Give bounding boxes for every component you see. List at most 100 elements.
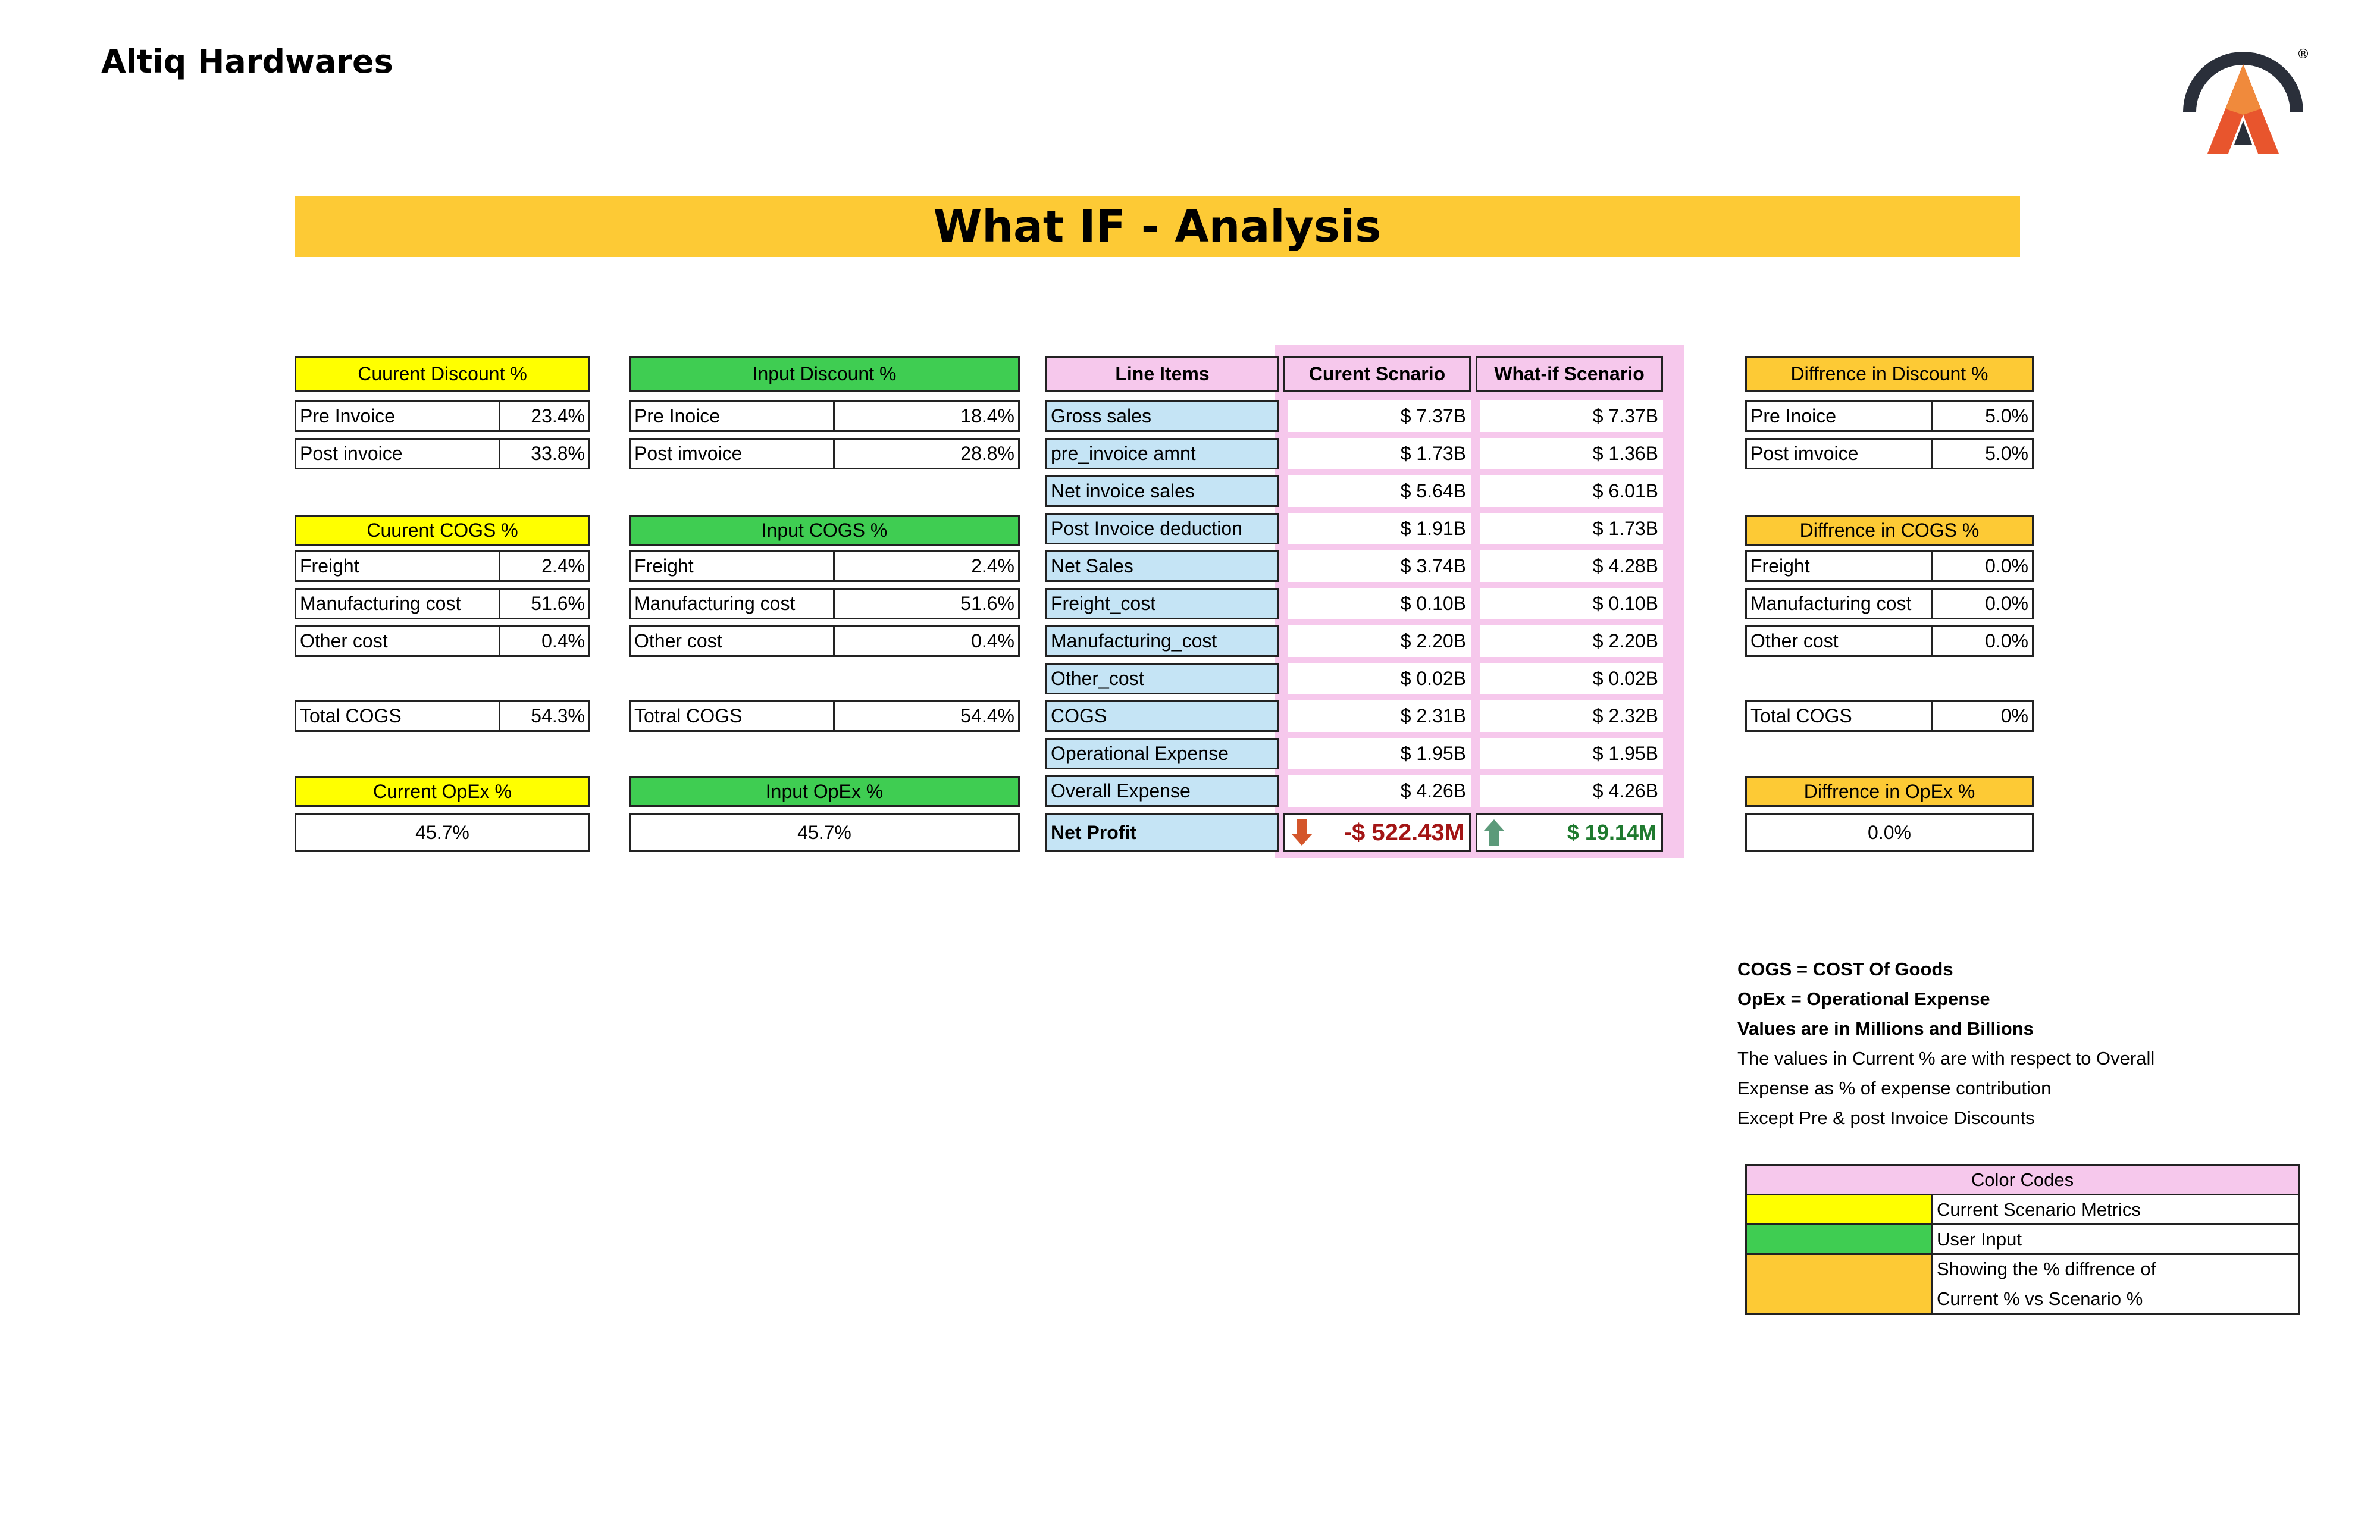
current-opex-header: Current OpEx % (295, 776, 590, 807)
diff-post-value: 5.0% (1931, 438, 2034, 469)
diff-freight-value: 0.0% (1931, 550, 2034, 582)
line-item-whatif: $ 2.20B (1480, 625, 1663, 657)
input-total-label: Totral COGS (629, 700, 835, 732)
line-item-whatif: $ 4.28B (1480, 550, 1663, 582)
line-item-current: $ 3.74B (1288, 550, 1471, 582)
line-item-whatif: $ 1.95B (1480, 738, 1663, 769)
line-item-label: Gross sales (1045, 400, 1279, 432)
line-item-current: $ 5.64B (1288, 475, 1471, 507)
line-item-whatif: $ 4.26B (1480, 775, 1663, 807)
diff-opex-value: 0.0% (1745, 813, 2034, 852)
line-item-label: COGS (1045, 700, 1279, 732)
diff-freight-label: Freight (1745, 550, 1933, 582)
line-item-current: $ 0.10B (1288, 588, 1471, 619)
line-item-label: Other_cost (1045, 663, 1279, 694)
line-items-header: Line Items (1045, 356, 1279, 392)
whatif-scenario-header: What-if Scenario (1476, 356, 1663, 392)
line-item-label: Net Sales (1045, 550, 1279, 582)
input-mfg-value[interactable]: 51.6% (833, 588, 1020, 619)
input-pre-label: Pre Inoice (629, 400, 835, 432)
diff-pre-value: 5.0% (1931, 400, 2034, 432)
input-post-label: Post imvoice (629, 438, 835, 469)
diff-other-value: 0.0% (1931, 625, 2034, 657)
note-opex: OpEx = Operational Expense (1737, 988, 1990, 1009)
color-swatch-orange (1745, 1253, 1933, 1315)
diff-mfg-value: 0.0% (1931, 588, 2034, 619)
line-item-label: Post Invoice deduction (1045, 513, 1279, 544)
line-item-whatif: $ 6.01B (1480, 475, 1663, 507)
diff-total-label: Total COGS (1745, 700, 1933, 732)
line-item-whatif: $ 0.02B (1480, 663, 1663, 694)
current-total-label: Total COGS (295, 700, 500, 732)
current-scenario-header: Curent Scnario (1283, 356, 1471, 392)
current-total-value: 54.3% (499, 700, 590, 732)
line-item-whatif: $ 1.73B (1480, 513, 1663, 544)
line-item-current: $ 7.37B (1288, 400, 1471, 432)
diff-post-label: Post imvoice (1745, 438, 1933, 469)
input-other-label: Other cost (629, 625, 835, 657)
input-other-value[interactable]: 0.4% (833, 625, 1020, 657)
diff-total-value: 0% (1931, 700, 2034, 732)
note-line4: The values in Current % are with respect… (1737, 1048, 2155, 1069)
line-item-label: Freight_cost (1045, 588, 1279, 619)
current-mfg-value: 51.6% (499, 588, 590, 619)
input-opex-header: Input OpEx % (629, 776, 1020, 807)
net-profit-current: -$ 522.43M (1344, 819, 1464, 846)
color-codes-header: Color Codes (1745, 1164, 2300, 1195)
line-item-label: pre_invoice amnt (1045, 438, 1279, 469)
current-pre-value: 23.4% (499, 400, 590, 432)
input-post-value[interactable]: 28.8% (833, 438, 1020, 469)
input-pre-value[interactable]: 18.4% (833, 400, 1020, 432)
line-item-current: $ 2.20B (1288, 625, 1471, 657)
note-units: Values are in Millions and Billions (1737, 1018, 2034, 1039)
line-item-label: Overall Expense (1045, 775, 1279, 807)
color-label-diff-line2: Current % vs Scenario % (1937, 1288, 2143, 1309)
color-swatch-green (1745, 1223, 1933, 1255)
current-opex-value: 45.7% (295, 813, 590, 852)
current-post-label: Post invoice (295, 438, 500, 469)
color-label-diff: Showing the % diffrence of Current % vs … (1931, 1253, 2300, 1315)
color-label-input: User Input (1931, 1223, 2300, 1255)
line-item-whatif: $ 2.32B (1480, 700, 1663, 732)
current-post-value: 33.8% (499, 438, 590, 469)
line-item-current: $ 4.26B (1288, 775, 1471, 807)
input-mfg-label: Manufacturing cost (629, 588, 835, 619)
line-item-label: Manufacturing_cost (1045, 625, 1279, 657)
line-item-current: $ 0.02B (1288, 663, 1471, 694)
input-freight-label: Freight (629, 550, 835, 582)
input-cogs-header: Input COGS % (629, 515, 1020, 546)
net-profit-whatif: $ 19.14M (1567, 820, 1656, 844)
line-item-label: Operational Expense (1045, 738, 1279, 769)
arrow-down-icon (1291, 819, 1313, 846)
note-line5: Expense as % of expense contribution (1737, 1078, 2052, 1098)
line-item-whatif: $ 1.36B (1480, 438, 1663, 469)
note-cogs: COGS = COST Of Goods (1737, 959, 1953, 979)
line-item-whatif: $ 7.37B (1480, 400, 1663, 432)
net-profit-label: Net Profit (1045, 813, 1279, 852)
line-item-whatif: $ 0.10B (1480, 588, 1663, 619)
color-label-diff-line1: Showing the % diffrence of (1937, 1259, 2156, 1279)
input-freight-value[interactable]: 2.4% (833, 550, 1020, 582)
current-mfg-label: Manufacturing cost (295, 588, 500, 619)
current-pre-label: Pre Invoice (295, 400, 500, 432)
svg-text:®: ® (2297, 47, 2309, 62)
diff-other-label: Other cost (1745, 625, 1933, 657)
color-label-current: Current Scenario Metrics (1931, 1194, 2300, 1225)
altiq-logo-icon: ® (2183, 47, 2309, 154)
current-other-value: 0.4% (499, 625, 590, 657)
diff-pre-label: Pre Inoice (1745, 400, 1933, 432)
brand-name: Altiq Hardwares (101, 43, 393, 80)
input-opex-value[interactable]: 45.7% (629, 813, 1020, 852)
line-item-current: $ 1.95B (1288, 738, 1471, 769)
input-total-value: 54.4% (833, 700, 1020, 732)
line-item-label: Net invoice sales (1045, 475, 1279, 507)
line-item-current: $ 2.31B (1288, 700, 1471, 732)
page-title: What IF - Analysis (295, 196, 2020, 257)
line-item-current: $ 1.73B (1288, 438, 1471, 469)
diff-opex-header: Diffrence in OpEx % (1745, 776, 2034, 807)
diff-discount-header: Diffrence in Discount % (1745, 356, 2034, 392)
current-freight-value: 2.4% (499, 550, 590, 582)
input-discount-header: Input Discount % (629, 356, 1020, 392)
diff-mfg-label: Manufacturing cost (1745, 588, 1933, 619)
current-discount-header: Cuurent Discount % (295, 356, 590, 392)
